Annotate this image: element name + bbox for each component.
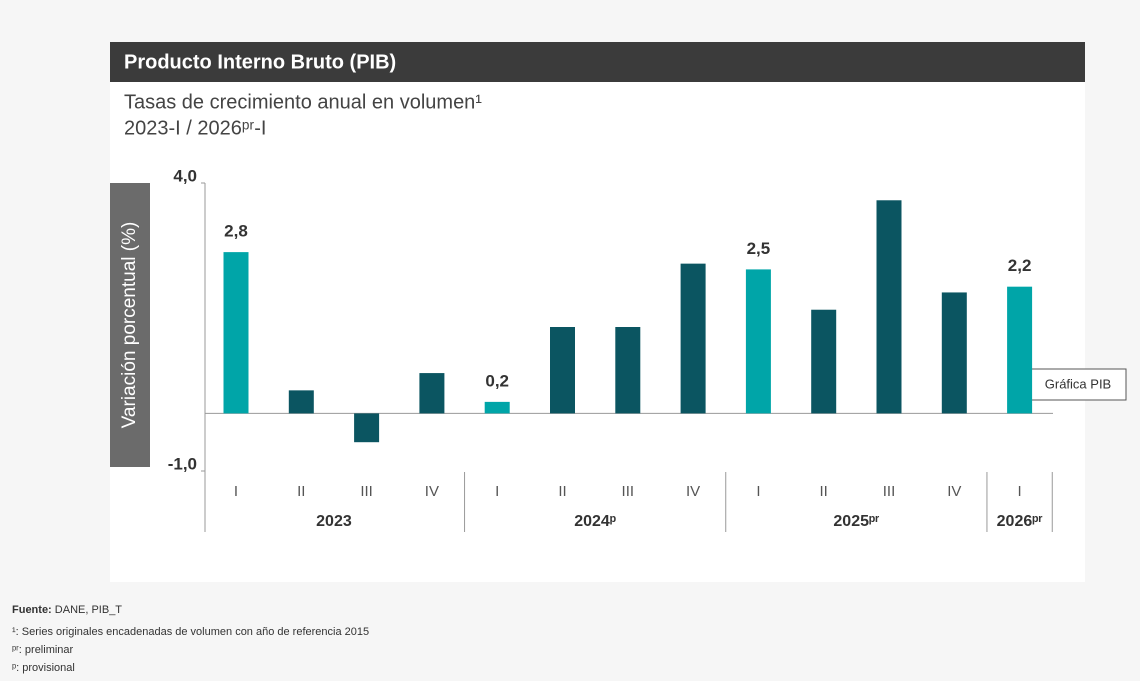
bar xyxy=(615,327,641,414)
source: Fuente: DANE, PIB_T xyxy=(12,604,122,616)
bar xyxy=(550,327,575,414)
group-label: 2023 xyxy=(316,513,352,530)
tooltip-text: Gráfica PIB xyxy=(1045,376,1111,391)
x-tick-label: II xyxy=(558,483,566,500)
group-label: 2024ᵖ xyxy=(574,513,616,530)
chart-title: Producto Interno Bruto (PIB) xyxy=(124,51,396,73)
x-tick-label: II xyxy=(820,483,828,500)
x-tick-label: I xyxy=(1018,483,1022,500)
x-tick-label: IV xyxy=(947,483,961,500)
bar xyxy=(223,252,249,414)
group-label: 2025ᵖʳ xyxy=(833,513,879,530)
group-label: 2026ᵖʳ xyxy=(997,513,1043,530)
bar xyxy=(811,309,837,414)
note: ᵖ: provisional xyxy=(12,662,75,674)
value-label: 2,5 xyxy=(747,239,771,258)
bar xyxy=(680,263,706,414)
bar xyxy=(941,292,967,414)
subtitle: Tasas de crecimiento anual en volumen¹ xyxy=(124,91,482,113)
x-tick-label: IV xyxy=(425,483,439,500)
y-tick-label: -1,0 xyxy=(168,454,197,473)
x-tick-label: I xyxy=(756,483,760,500)
y-axis-label: Variación porcentual (%) xyxy=(119,222,140,429)
bar xyxy=(288,390,314,414)
value-label: 2,2 xyxy=(1008,256,1032,275)
x-tick-label: IV xyxy=(686,483,700,500)
x-tick-label: III xyxy=(622,483,635,500)
x-tick-label: III xyxy=(883,483,896,500)
x-tick-label: III xyxy=(360,483,373,500)
x-tick-label: I xyxy=(234,483,238,500)
y-tick-label: 4,0 xyxy=(173,166,197,185)
bar xyxy=(354,413,380,443)
value-label: 0,2 xyxy=(485,371,509,390)
note: ᵖʳ: preliminar xyxy=(12,644,74,656)
bar xyxy=(745,269,771,414)
bar xyxy=(1007,286,1033,414)
card xyxy=(110,42,1085,582)
bar xyxy=(484,401,510,414)
value-label: 2,8 xyxy=(224,222,248,241)
tooltip xyxy=(1029,368,1127,401)
subtitle: 2023-I / 2026ᵖʳ-I xyxy=(124,117,266,139)
note: ¹: Series originales encadenadas de volu… xyxy=(12,626,369,638)
y-label-box xyxy=(110,183,150,467)
source-text: DANE, PIB_T xyxy=(52,604,123,616)
bar xyxy=(876,200,902,414)
x-tick-label: I xyxy=(495,483,499,500)
title-bar xyxy=(110,42,1085,82)
source-label: Fuente: xyxy=(12,604,52,616)
x-tick-label: II xyxy=(297,483,305,500)
bar xyxy=(419,373,445,414)
